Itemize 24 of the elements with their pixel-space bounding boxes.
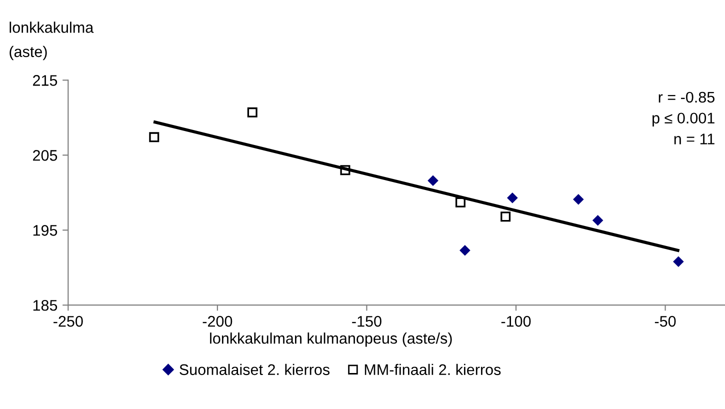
point xyxy=(428,175,438,186)
x-tick-label: -100 xyxy=(501,316,531,327)
x-tick-label: -150 xyxy=(352,316,382,327)
y-tick-label: 215 xyxy=(33,75,58,86)
point xyxy=(247,107,258,118)
point xyxy=(455,197,466,208)
point xyxy=(500,212,511,222)
point xyxy=(507,192,518,204)
x-tick-label: -200 xyxy=(202,316,232,327)
x-tick-label: -250 xyxy=(54,316,83,327)
legend-label: Suomalaiset 2. kierros xyxy=(180,364,330,376)
point xyxy=(673,256,684,267)
y-tick-label: 195 xyxy=(33,225,58,236)
point xyxy=(573,194,584,205)
x-tick-label: -50 xyxy=(654,316,676,327)
y-tick-label: 185 xyxy=(33,300,58,311)
point xyxy=(460,245,470,256)
y-tick-label: 205 xyxy=(33,150,58,161)
legend-label: MM-finaali 2. kierros xyxy=(364,364,501,376)
x-axis-title: lonkkakulman kulmanopeus (aste/s) xyxy=(210,332,452,347)
point xyxy=(592,215,604,226)
y-axis-title: lonkkakulma (aste) xyxy=(10,22,94,60)
point xyxy=(149,132,160,142)
annotation: r = -0.85 p ≤ 0.001 n = 11 xyxy=(652,92,715,144)
